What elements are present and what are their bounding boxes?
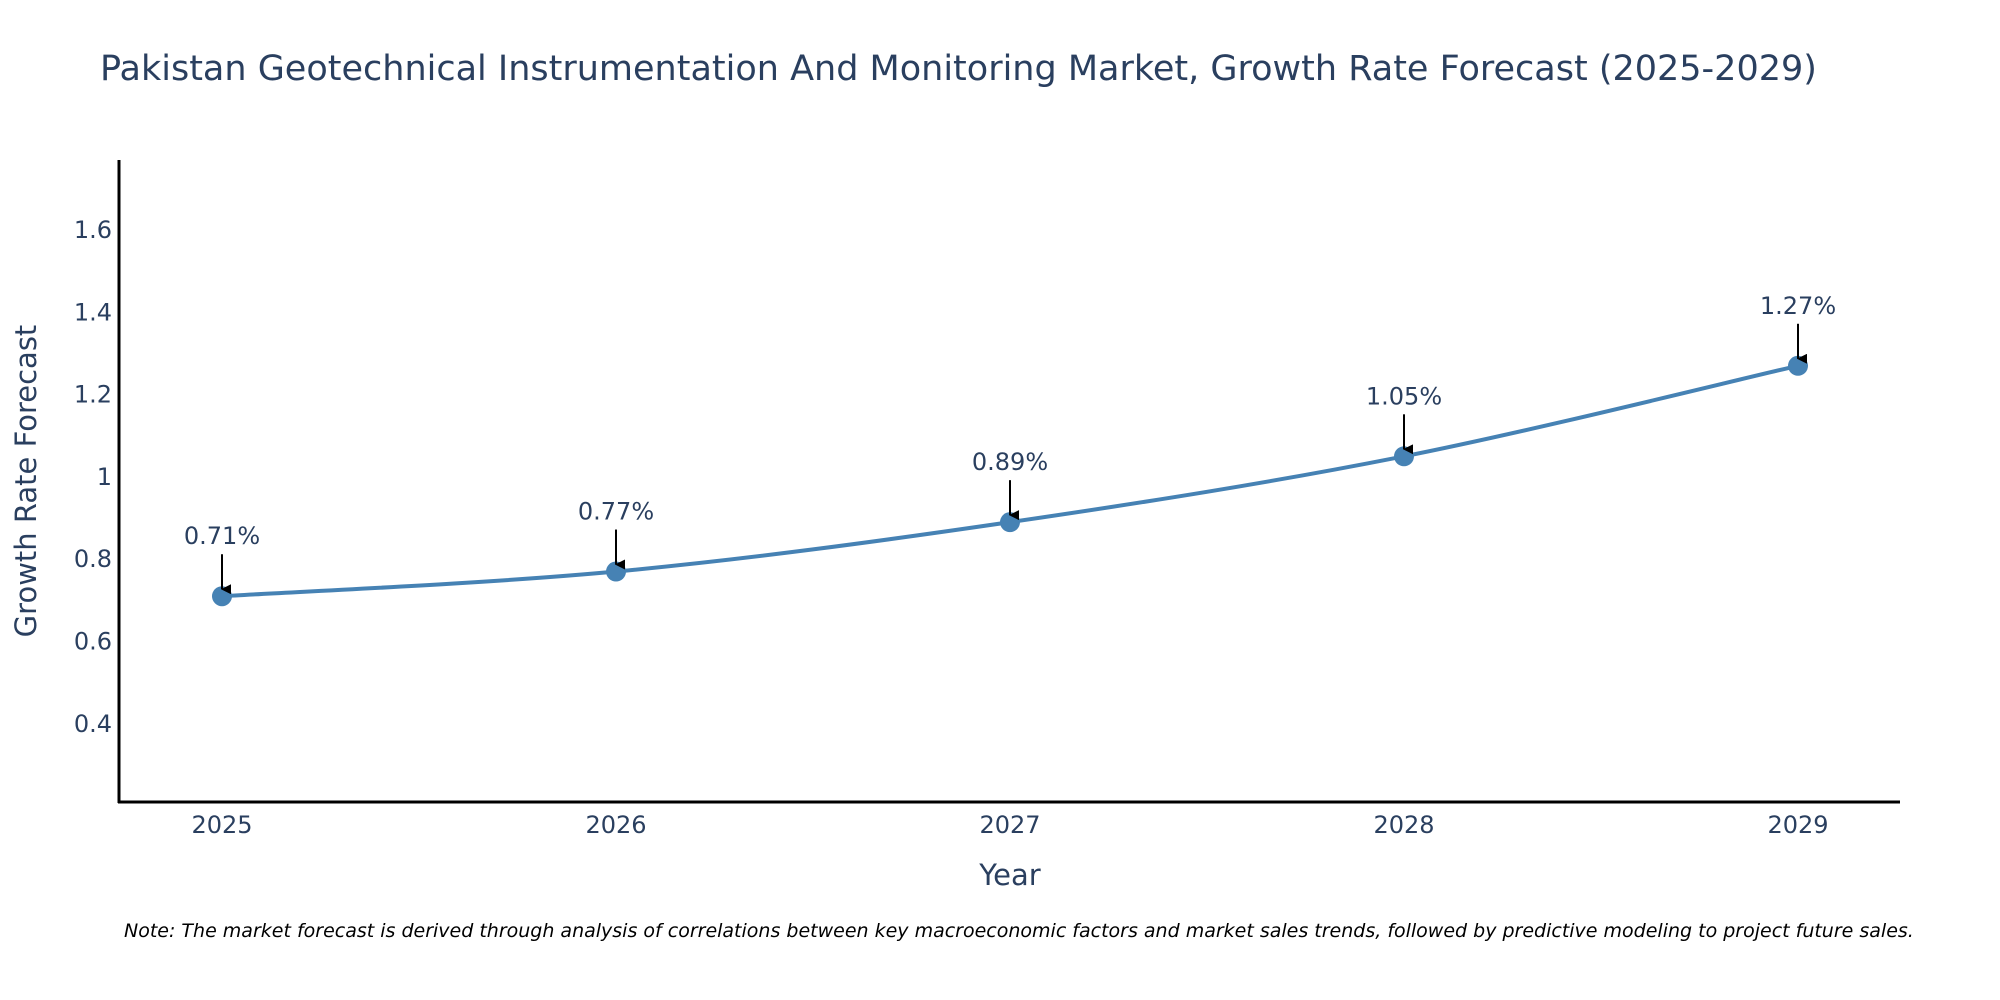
y-tick-label: 0.4 <box>74 710 112 738</box>
x-tick-label: 2026 <box>585 811 646 839</box>
x-tick-label: 2025 <box>191 811 252 839</box>
x-tick-label: 2028 <box>1373 811 1434 839</box>
y-axis: 0.4 0.6 0.8 1 1.2 1.4 1.6 <box>74 160 121 803</box>
y-tick-label: 1.2 <box>74 381 112 409</box>
y-tick-label: 1.4 <box>74 298 112 326</box>
footnote: Note: The market forecast is derived thr… <box>124 920 1914 942</box>
data-label: 1.05% <box>1366 382 1442 410</box>
data-label: 0.77% <box>578 498 654 526</box>
y-axis-title: Growth Rate Forecast <box>9 325 43 638</box>
y-tick-label: 0.6 <box>74 628 112 656</box>
x-axis-title: Year <box>978 858 1040 892</box>
x-tick-label: 2027 <box>979 811 1040 839</box>
x-axis: 2025 2026 2027 2028 2029 <box>118 800 1900 839</box>
y-tick-label: 1.6 <box>74 216 112 244</box>
y-tick-label: 0.8 <box>74 545 112 573</box>
data-label: 1.27% <box>1760 292 1836 320</box>
x-tick-label: 2029 <box>1767 811 1828 839</box>
data-annotations: 0.71% 0.77% 0.89% 1.05% 1.27% <box>184 292 1836 595</box>
data-label: 0.89% <box>972 448 1048 476</box>
y-tick-label: 1 <box>97 463 112 491</box>
data-label: 0.71% <box>184 522 260 550</box>
chart-title: Pakistan Geotechnical Instrumentation An… <box>100 49 1817 89</box>
